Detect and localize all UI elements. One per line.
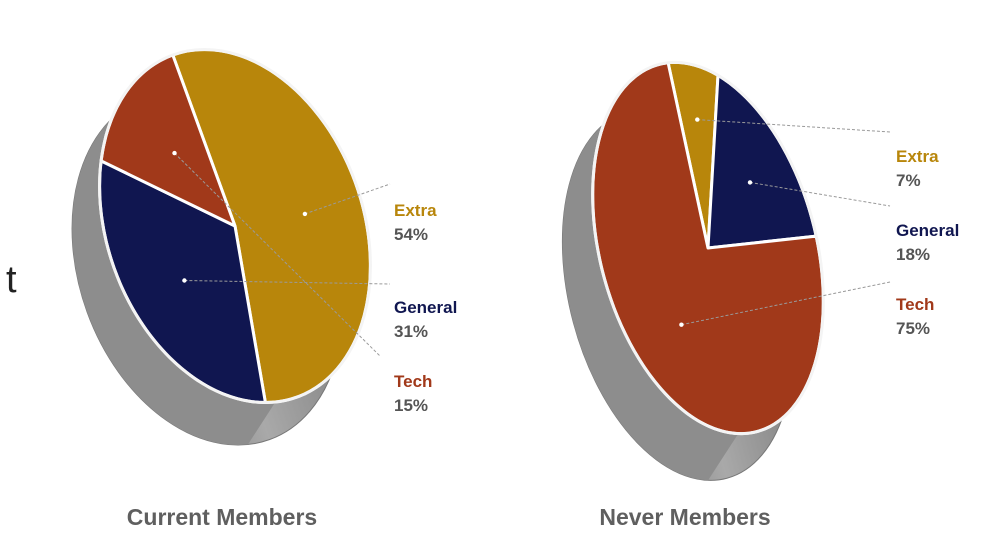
leader-dot-tech	[679, 322, 684, 327]
chart-title-never-members: Never Members	[599, 504, 770, 530]
pie-slice-general	[706, 73, 818, 250]
slice-value-extra: 54%	[394, 225, 428, 244]
leader-dot-extra	[302, 211, 308, 217]
slice-value-tech: 15%	[394, 396, 428, 415]
slice-label-general: General	[394, 298, 457, 317]
pie-side-shade	[72, 65, 276, 445]
leader-dot-general	[182, 278, 187, 283]
slice-label-tech: Tech	[896, 295, 934, 314]
pie-side-shade	[562, 72, 739, 481]
pie-rim	[98, 47, 372, 405]
leader-line-general	[184, 280, 391, 285]
leader-dot-extra	[695, 117, 700, 122]
slice-value-general: 18%	[896, 245, 930, 264]
slice-value-tech: 75%	[896, 319, 930, 338]
leader-dot-general	[747, 180, 753, 185]
slice-value-general: 31%	[394, 322, 428, 341]
slice-value-extra: 7%	[896, 171, 921, 190]
stray-text: t	[6, 259, 17, 301]
chart-title-current-members: Current Members	[127, 504, 317, 530]
slice-label-extra: Extra	[394, 201, 437, 220]
slice-label-general: General	[896, 221, 959, 240]
slice-label-extra: Extra	[896, 147, 939, 166]
pie-rim	[591, 60, 825, 436]
leader-line-extra	[697, 119, 891, 133]
leader-line-tech	[174, 152, 381, 357]
leader-line-general	[749, 181, 891, 207]
pie-current-members: Extra 54% General 31% Tech 15% Current Members	[71, 47, 457, 530]
leader-line-tech	[681, 281, 891, 326]
leader-line-extra	[304, 183, 391, 215]
pie-never-members: Extra 7% General 18% Tech 75% Never Members	[561, 60, 959, 530]
leader-dot-tech	[172, 150, 177, 156]
slice-label-tech: Tech	[394, 372, 432, 391]
